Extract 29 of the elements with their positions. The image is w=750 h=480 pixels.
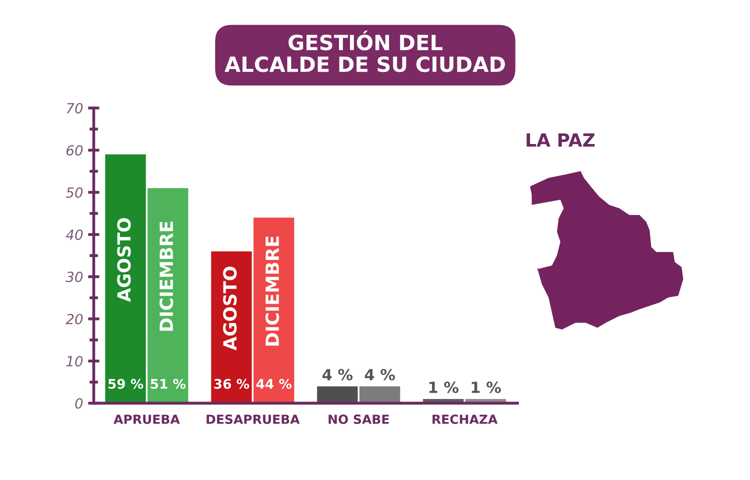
y-tick-label: 70 [66,102,83,114]
text: LA PAZ [526,133,595,147]
y-tick-label: 20 [66,314,83,324]
x-tick-label: APRUEBA [114,414,180,424]
series-label: AGOSTO [223,266,237,350]
text: AGOSTO [117,218,131,302]
bar [359,386,400,404]
y-tick-label: 40 [66,229,83,240]
data-label: 1 % [472,382,501,394]
x-tick-label: DESAPRUEBA [206,414,300,424]
text: DICIEMBRE [159,222,174,331]
y-tick-label: 0 [75,398,83,409]
chart-title: GESTIÓN DEL ALCALDE DE SU CIUDAD [224,30,505,72]
y-tick-label: 50 [66,187,83,198]
data-label: 44 % [256,378,292,389]
bar [317,386,358,404]
y-tick-label: 30 [66,272,83,282]
bar [105,154,146,404]
data-label: 51 % [150,378,186,389]
x-tick-label: RECHAZA [432,414,498,424]
y-tick-label: 10 [66,356,83,367]
x-tick-label: NO SABE [328,414,389,424]
data-label: 4 % [322,368,353,380]
data-label: 4 % [364,368,395,380]
data-label: 1 % [429,382,458,394]
series-label: DICIEMBRE [265,236,280,346]
data-label: 36 % [214,378,250,389]
y-tick-label: 60 [66,145,83,156]
data-label: 59 % [108,378,144,389]
